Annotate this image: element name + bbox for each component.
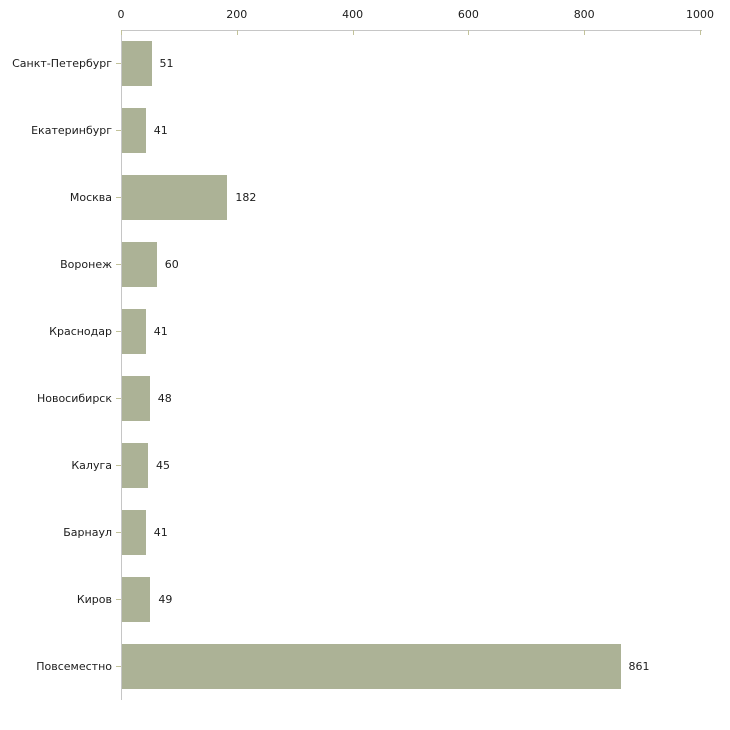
bar xyxy=(122,309,146,354)
y-tick-mark xyxy=(116,532,121,533)
x-tick-mark xyxy=(468,30,470,35)
y-axis-line xyxy=(121,30,122,700)
x-tick-mark xyxy=(352,30,354,35)
bar xyxy=(122,242,157,287)
value-label: 48 xyxy=(157,392,172,405)
chart-row: Санкт-Петербург 51 xyxy=(0,30,730,97)
x-tick-mark xyxy=(236,30,238,35)
x-tick-label: 0 xyxy=(117,8,125,21)
category-label: Воронеж xyxy=(60,258,112,271)
y-tick-mark xyxy=(116,130,121,131)
bar xyxy=(122,376,150,421)
bar xyxy=(122,41,152,86)
chart-row: Барнаул 41 xyxy=(0,499,730,566)
plot-area: Санкт-Петербург 51 Екатеринбург 41 Москв… xyxy=(0,30,730,700)
value-label: 49 xyxy=(158,593,173,606)
chart-row: Новосибирск 48 xyxy=(0,365,730,432)
chart-row: Повсеместно 861 xyxy=(0,633,730,700)
bar xyxy=(122,577,151,622)
value-label: 51 xyxy=(159,57,174,70)
y-tick-mark xyxy=(116,331,121,332)
value-label: 41 xyxy=(153,526,168,539)
category-label: Киров xyxy=(76,593,112,606)
y-tick-mark xyxy=(116,197,121,198)
value-label: 60 xyxy=(164,258,179,271)
y-tick-mark xyxy=(116,398,121,399)
chart-row: Екатеринбург 41 xyxy=(0,97,730,164)
x-axis-line xyxy=(121,30,702,31)
y-tick-mark xyxy=(116,63,121,64)
bar xyxy=(122,510,146,555)
x-tick-label: 200 xyxy=(226,8,248,21)
value-label: 41 xyxy=(153,325,168,338)
y-tick-mark xyxy=(116,264,121,265)
category-label: Санкт-Петербург xyxy=(12,57,112,70)
value-label: 41 xyxy=(153,124,168,137)
category-label: Екатеринбург xyxy=(31,124,112,137)
y-tick-mark xyxy=(116,666,121,667)
value-label: 182 xyxy=(235,191,257,204)
x-tick-mark xyxy=(584,30,586,35)
x-tick-label: 800 xyxy=(573,8,595,21)
category-label: Новосибирск xyxy=(36,392,112,405)
bar xyxy=(122,443,149,488)
category-label: Калуга xyxy=(71,459,112,472)
x-tick-label: 600 xyxy=(457,8,479,21)
y-tick-mark xyxy=(116,465,121,466)
category-label: Москва xyxy=(69,191,112,204)
category-label: Краснодар xyxy=(49,325,112,338)
y-tick-mark xyxy=(116,599,121,600)
category-label: Барнаул xyxy=(63,526,112,539)
x-tick-mark xyxy=(700,30,701,35)
chart-row: Киров 49 xyxy=(0,566,730,633)
chart-row: Краснодар 41 xyxy=(0,298,730,365)
bar xyxy=(122,108,146,153)
chart-row: Калуга 45 xyxy=(0,432,730,499)
value-label: 861 xyxy=(628,660,650,673)
x-tick-mark xyxy=(121,30,122,35)
x-tick-label: 400 xyxy=(342,8,364,21)
category-label: Повсеместно xyxy=(36,660,112,673)
bar xyxy=(122,644,621,689)
bar xyxy=(122,175,228,220)
x-tick-label: 1000 xyxy=(686,8,714,21)
value-label: 45 xyxy=(156,459,171,472)
chart-row: Москва 182 xyxy=(0,164,730,231)
chart-row: Воронеж 60 xyxy=(0,231,730,298)
